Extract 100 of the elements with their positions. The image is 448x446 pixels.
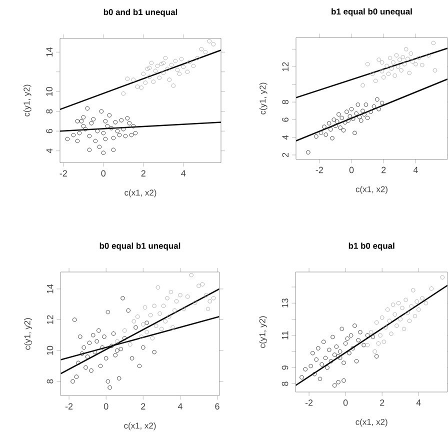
point <box>400 306 404 310</box>
point <box>105 124 110 128</box>
point <box>336 354 340 359</box>
point <box>365 62 370 66</box>
y-tick-label: 8 <box>46 109 52 114</box>
point <box>111 136 116 140</box>
point <box>340 116 344 120</box>
y-tick-label: 10 <box>46 86 52 96</box>
point <box>70 379 75 384</box>
point <box>372 104 376 109</box>
point <box>76 360 80 366</box>
point <box>374 320 379 325</box>
point <box>338 125 342 130</box>
point <box>391 60 396 65</box>
point <box>87 134 92 138</box>
point <box>111 148 116 152</box>
point <box>336 112 341 117</box>
point <box>308 364 314 368</box>
point <box>399 68 404 72</box>
point <box>350 116 356 121</box>
point <box>113 353 118 358</box>
point <box>92 350 98 354</box>
point <box>135 84 140 89</box>
point <box>388 56 392 60</box>
point <box>75 119 80 124</box>
point <box>134 325 138 330</box>
point <box>127 121 132 126</box>
point <box>131 124 136 128</box>
point <box>211 42 216 46</box>
point <box>322 124 326 129</box>
point <box>440 275 445 280</box>
point <box>207 39 212 44</box>
point <box>410 59 415 64</box>
point <box>341 128 346 132</box>
point <box>398 317 403 322</box>
point <box>376 106 381 112</box>
y-tick-label: 13 <box>282 298 288 308</box>
point <box>152 350 156 354</box>
point <box>192 300 198 305</box>
point <box>151 80 156 84</box>
point <box>357 114 362 120</box>
point <box>412 314 418 318</box>
point <box>83 126 88 132</box>
point <box>141 322 146 327</box>
point <box>103 119 108 124</box>
point <box>354 359 359 364</box>
point <box>364 102 368 107</box>
point <box>189 272 194 278</box>
point <box>168 290 174 294</box>
point <box>347 350 352 356</box>
point <box>354 111 358 116</box>
point <box>414 299 419 304</box>
point <box>414 62 418 66</box>
point <box>411 288 416 292</box>
point <box>152 304 156 308</box>
point <box>326 348 332 352</box>
y-tick-label: 12 <box>46 315 54 324</box>
point <box>326 121 332 126</box>
point <box>166 314 172 319</box>
point <box>352 324 357 328</box>
point <box>352 130 357 136</box>
point <box>142 305 148 310</box>
point <box>394 324 399 328</box>
point <box>87 148 92 152</box>
x-tick-label: -2 <box>316 166 323 174</box>
x-tick-label: 0 <box>104 403 108 410</box>
point <box>396 64 400 69</box>
point <box>332 118 336 122</box>
point <box>182 306 186 312</box>
point <box>160 326 164 332</box>
point <box>380 100 384 106</box>
point <box>373 78 378 84</box>
chart-title: b0 and b1 unequal <box>104 8 178 17</box>
point <box>179 56 184 62</box>
point <box>117 132 122 138</box>
point <box>87 340 92 346</box>
y-axis-title: c(y1, y2) <box>24 318 32 350</box>
point <box>396 300 401 306</box>
point <box>404 47 408 52</box>
x-tick-label: 0 <box>349 166 354 174</box>
point <box>306 150 310 154</box>
x-tick-label: 2 <box>382 166 386 174</box>
point <box>78 334 82 339</box>
point <box>167 78 172 82</box>
point <box>338 356 342 360</box>
point <box>115 339 120 344</box>
point <box>157 76 162 80</box>
point <box>148 312 153 318</box>
point <box>407 70 412 76</box>
point <box>120 296 125 300</box>
point <box>336 380 340 384</box>
x-tick-label: -2 <box>65 403 73 410</box>
point <box>163 319 168 324</box>
point <box>303 367 308 372</box>
point <box>330 334 335 340</box>
point <box>156 285 160 290</box>
point <box>206 306 210 312</box>
point <box>165 66 170 72</box>
point <box>149 60 154 66</box>
point <box>406 56 410 62</box>
